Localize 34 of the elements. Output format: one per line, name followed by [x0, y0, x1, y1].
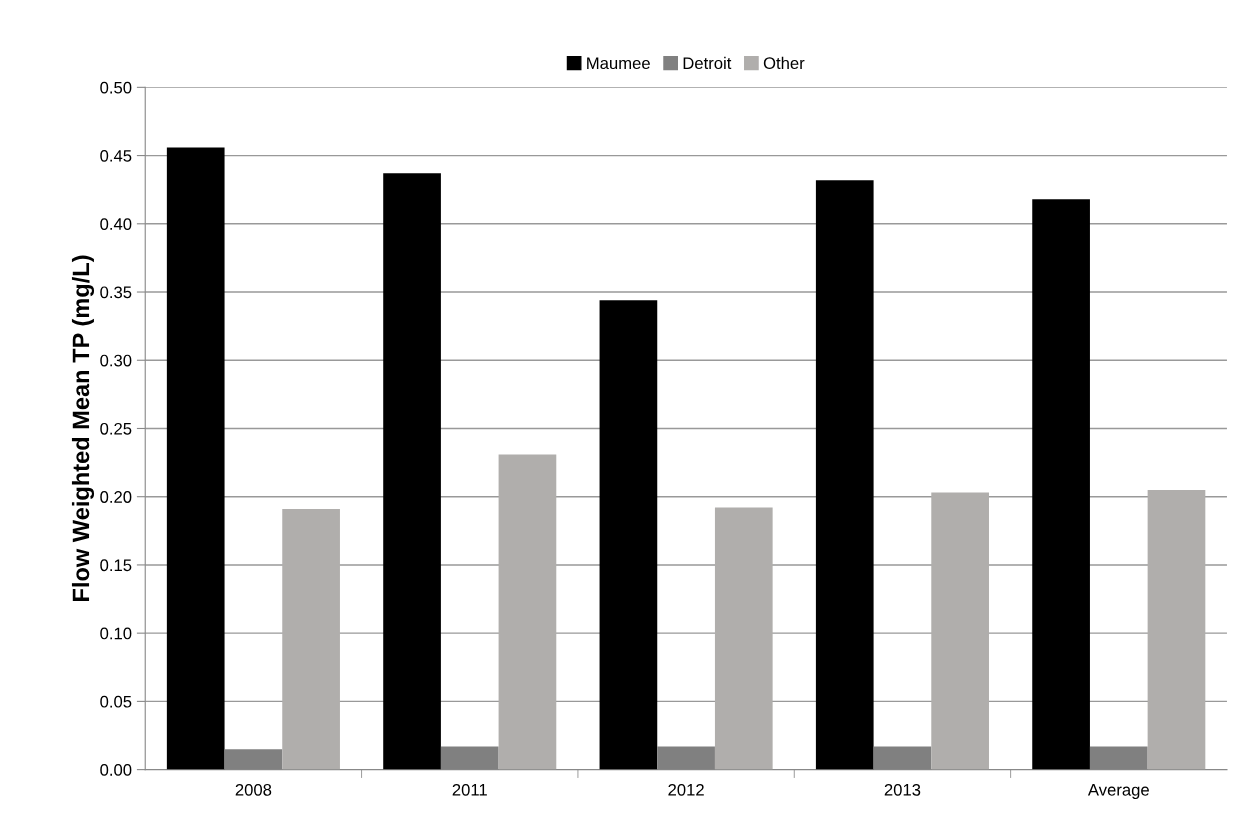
x-tick-label: 2013 — [884, 783, 921, 796]
y-tick-label: 0.50 — [100, 81, 132, 94]
bar — [714, 507, 773, 770]
y-axis-title: Flow Weighted Mean TP (mg/L) — [71, 255, 95, 601]
y-tick-label: 0.45 — [100, 149, 132, 162]
bar — [282, 508, 340, 770]
y-tick-label: 0.30 — [100, 354, 132, 367]
y-tick-label: 0.05 — [100, 695, 132, 708]
x-tick-label: 2011 — [452, 783, 487, 796]
x-tick-label: 2008 — [235, 783, 272, 796]
x-tick-label: Average — [1087, 784, 1149, 800]
y-tick-label: 0.25 — [100, 422, 132, 435]
bar — [657, 746, 715, 770]
y-tick-label: 0.00 — [100, 764, 132, 776]
bar — [815, 180, 874, 770]
legend-label: Other — [763, 56, 805, 70]
y-tick-label: 0.15 — [100, 559, 132, 572]
y-tick-label: 0.35 — [100, 286, 132, 299]
y-tick-label: 0.10 — [100, 627, 132, 640]
bar — [1147, 489, 1206, 770]
y-tick-label: 0.20 — [100, 491, 132, 503]
legend-label: Detroit — [683, 56, 732, 70]
x-tick-label: 2012 — [668, 783, 704, 796]
bar — [1089, 746, 1148, 770]
bar — [498, 454, 557, 770]
bar — [440, 746, 499, 770]
legend-label: Maumee — [587, 57, 650, 70]
bar — [873, 746, 932, 770]
bar — [383, 173, 441, 770]
bar — [224, 749, 283, 770]
bar — [931, 492, 989, 770]
bar — [599, 300, 658, 770]
bar — [166, 147, 225, 770]
y-tick-label: 0.40 — [100, 218, 132, 230]
